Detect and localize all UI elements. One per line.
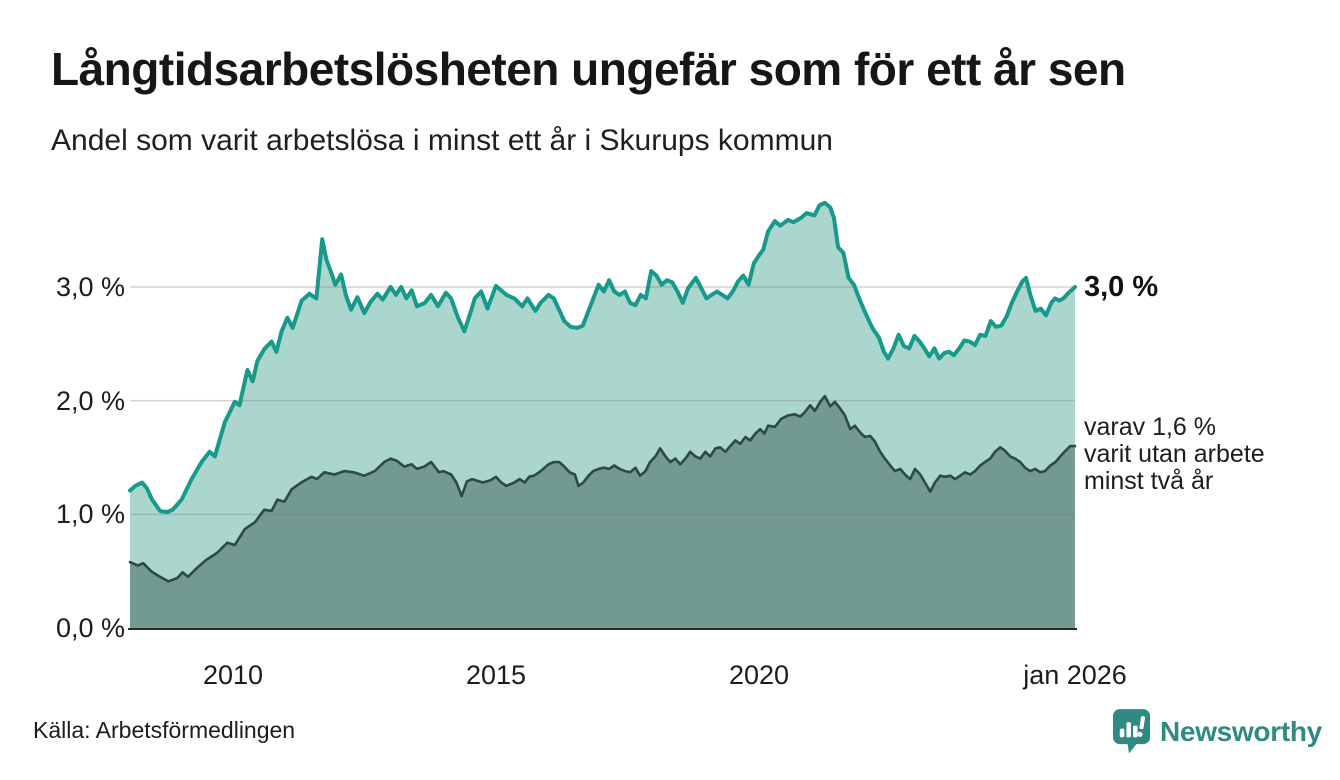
y-tick-label-2: 2,0 % [55,386,125,416]
line-at-least-two-years [128,394,1077,583]
page-subtitle: Andel som varit arbetslösa i minst ett å… [51,124,833,157]
newsworthy-logo-text: Newsworthy [1160,715,1322,747]
y-tick-label-1: 1,0 % [55,499,125,529]
y-tick-label-3: 3,0 % [55,272,125,302]
x-tick-label-2020: 2020 [728,660,790,690]
latest-value-label: 3,0 % [1084,271,1159,303]
x-tick-label-2010: 2010 [202,660,264,690]
source-text: Källa: Arbetsförmedlingen [33,717,296,743]
page-title: Långtidsarbetslösheten ungefär som för e… [51,43,1126,95]
x-tick-label-2015: 2015 [465,660,527,690]
area-fill-at-least-two-years [130,396,1075,628]
x-tick-label-jan-2026: jan 2026 [1023,660,1127,690]
newsworthy-logo: Newsworthy [1112,708,1322,755]
line-at-least-one-year [128,200,1077,515]
y-tick-label-0: 0,0 % [55,613,125,643]
partial-series-annotation: varav 1,6 % varit utan arbete minst två … [1084,413,1265,495]
bar-chart-speech-bubble-icon [1112,708,1151,755]
